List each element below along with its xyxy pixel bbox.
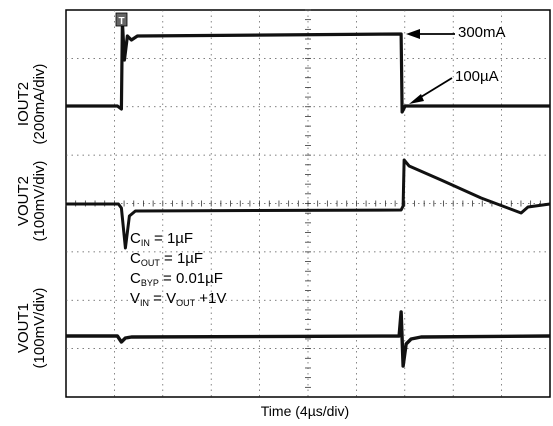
vout1-axis-label: VOUT1 (100mV/div): [15, 258, 48, 398]
arrow-100ua-head: [409, 94, 424, 104]
vout1-trace: [66, 310, 551, 368]
condition-cbyp: CBYP = 0.01µF: [130, 270, 223, 288]
traces: [66, 20, 551, 368]
annotation-300ma: 300mA: [458, 24, 506, 41]
condition-vin: VIN = VOUT +1V: [130, 290, 227, 308]
iout2-trace: [66, 20, 550, 114]
condition-cout: COUT = 1µF: [130, 250, 204, 268]
vout2-label-scale: (100mV/div): [31, 160, 48, 242]
trigger-marker: T: [115, 12, 128, 27]
vout2-label-name: VOUT2: [15, 176, 32, 227]
arrow-300ma-head: [406, 29, 420, 39]
annotation-arrows: [406, 29, 455, 104]
x-axis-label: Time (4µs/div): [260, 403, 350, 419]
condition-cin: CIN = 1µF: [130, 230, 194, 248]
vout2-trace: [66, 158, 551, 250]
annotation-100ua: 100µA: [455, 68, 499, 85]
vout1-label-scale: (100mV/div): [31, 287, 48, 369]
vout2-axis-label: VOUT2 (100mV/div): [15, 131, 48, 271]
trigger-marker-label: T: [118, 16, 124, 27]
vout1-label-name: VOUT1: [15, 303, 32, 354]
